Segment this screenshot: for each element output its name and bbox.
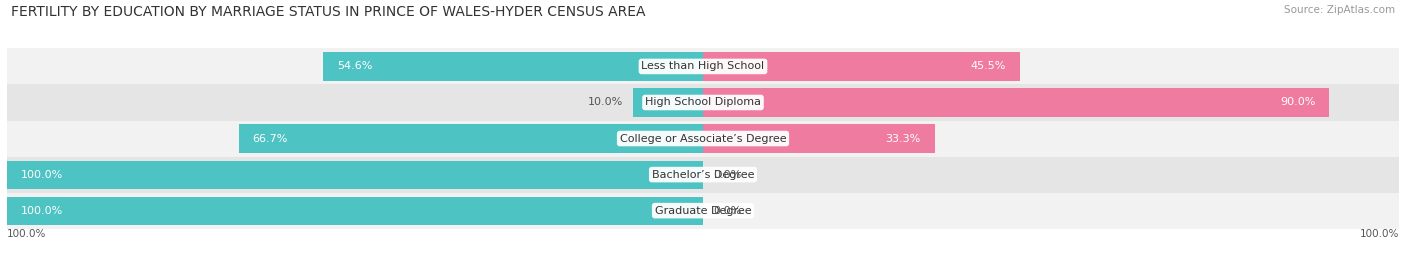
Bar <box>323 52 703 80</box>
Bar <box>7 48 1399 84</box>
Text: 0.0%: 0.0% <box>713 169 742 180</box>
Bar <box>7 121 1399 157</box>
Text: 100.0%: 100.0% <box>1360 229 1399 239</box>
Bar <box>239 125 703 153</box>
Bar <box>7 193 1399 229</box>
Bar <box>633 89 703 116</box>
Text: Source: ZipAtlas.com: Source: ZipAtlas.com <box>1284 5 1395 15</box>
Text: Bachelor’s Degree: Bachelor’s Degree <box>652 169 754 180</box>
Text: 45.5%: 45.5% <box>970 61 1005 72</box>
Text: College or Associate’s Degree: College or Associate’s Degree <box>620 133 786 144</box>
Bar <box>703 89 1330 116</box>
Bar <box>703 125 935 153</box>
Bar <box>7 157 1399 193</box>
Text: 100.0%: 100.0% <box>7 229 46 239</box>
Text: Less than High School: Less than High School <box>641 61 765 72</box>
Text: High School Diploma: High School Diploma <box>645 97 761 108</box>
Bar <box>7 197 703 225</box>
Text: FERTILITY BY EDUCATION BY MARRIAGE STATUS IN PRINCE OF WALES-HYDER CENSUS AREA: FERTILITY BY EDUCATION BY MARRIAGE STATU… <box>11 5 645 19</box>
Text: 0.0%: 0.0% <box>713 206 742 216</box>
Text: 54.6%: 54.6% <box>337 61 373 72</box>
Text: Graduate Degree: Graduate Degree <box>655 206 751 216</box>
Text: 33.3%: 33.3% <box>886 133 921 144</box>
Text: 66.7%: 66.7% <box>253 133 288 144</box>
Bar <box>703 52 1019 80</box>
Text: 90.0%: 90.0% <box>1279 97 1316 108</box>
Text: 10.0%: 10.0% <box>588 97 623 108</box>
Text: 100.0%: 100.0% <box>21 206 63 216</box>
Bar <box>7 161 703 189</box>
Text: 100.0%: 100.0% <box>21 169 63 180</box>
Bar <box>7 84 1399 121</box>
